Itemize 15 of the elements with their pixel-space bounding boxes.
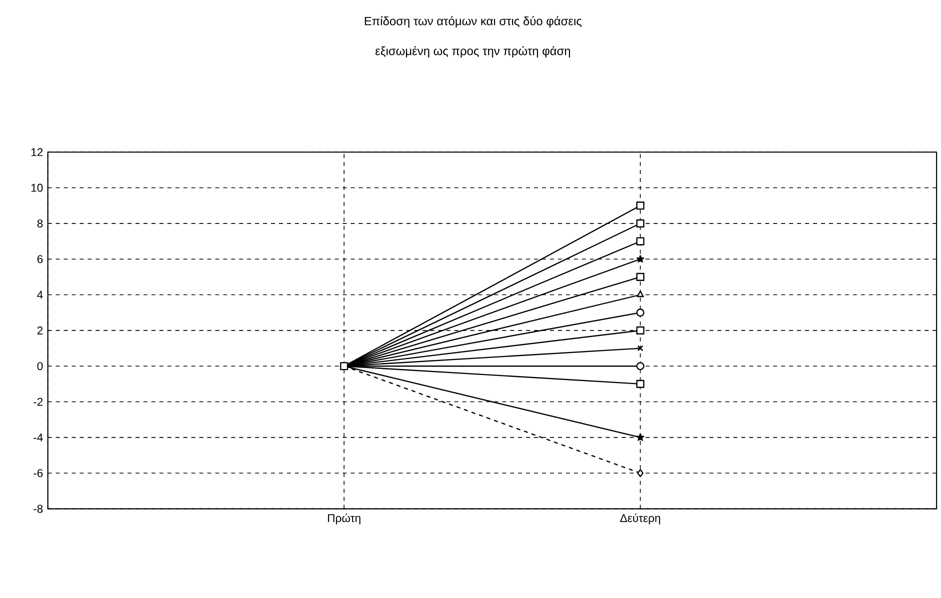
x-tick-label: Πρώτη xyxy=(328,514,360,524)
y-tick-label: 4 xyxy=(37,290,43,299)
x-tick-label: Δεύτερη xyxy=(620,514,660,524)
y-tick-label: -4 xyxy=(34,434,43,442)
chart-subtitle: εξισωμένη ως προς την πρώτη φάση xyxy=(376,46,570,58)
y-tick-label: 12 xyxy=(31,148,43,156)
chart-title: Επίδοση των ατόμων και στις δύο φάσεις xyxy=(364,16,582,28)
y-tick-label: 0 xyxy=(37,362,43,370)
y-tick-label: -6 xyxy=(34,469,43,478)
y-tick-label: -8 xyxy=(34,504,43,513)
y-tick-label: 2 xyxy=(37,326,43,334)
y-tick-label: -2 xyxy=(34,398,43,406)
y-tick-label: 8 xyxy=(37,220,43,228)
y-tick-label: 10 xyxy=(31,184,43,192)
y-tick-label: 6 xyxy=(37,255,43,264)
